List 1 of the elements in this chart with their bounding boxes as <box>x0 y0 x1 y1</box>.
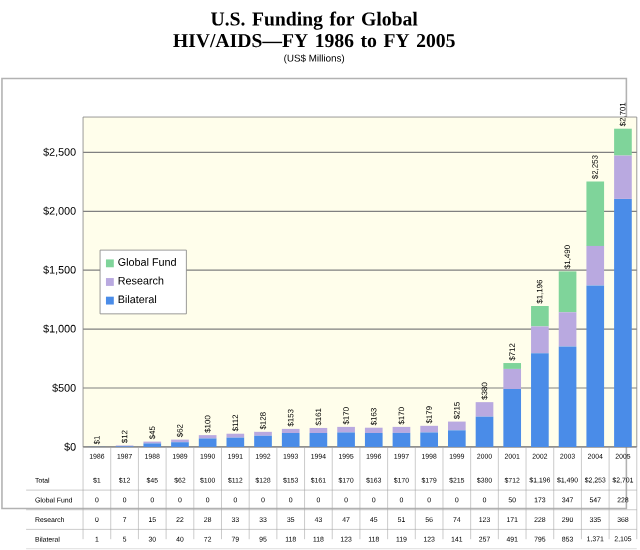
chart-title: U.S. Funding for Global HIV/AIDS—FY 1986 to FY 2005 <box>173 11 455 48</box>
